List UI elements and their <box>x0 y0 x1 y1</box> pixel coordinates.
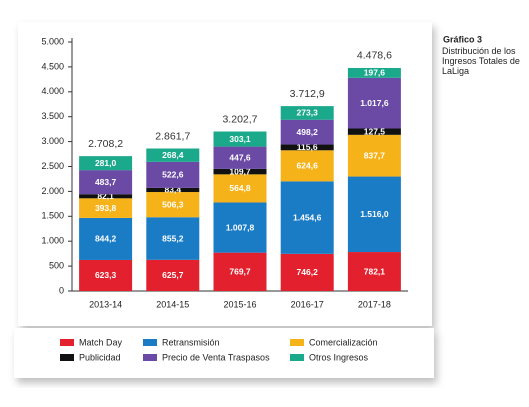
y-tick-label: 1.000 <box>41 236 64 246</box>
value-label: 837,7 <box>364 150 386 160</box>
bar-segment <box>146 192 200 218</box>
y-tick-label: 5.000 <box>41 36 64 46</box>
value-label: 625,7 <box>162 270 184 280</box>
x-tick-label: 2017-18 <box>358 299 391 309</box>
value-label: 623,3 <box>95 270 117 280</box>
bar-segment <box>146 187 200 193</box>
bar-segment <box>280 253 334 291</box>
legend-swatch <box>290 354 304 361</box>
bar-segment <box>347 134 401 177</box>
value-label: 82,1 <box>97 191 114 201</box>
bar-segment <box>79 217 133 260</box>
legend-label: Comercialización <box>309 337 378 347</box>
value-label: 624,6 <box>297 161 319 171</box>
value-label: 1.017,6 <box>360 98 389 108</box>
bar-segment <box>79 170 133 195</box>
bar-segment <box>347 176 401 253</box>
value-label: 844,2 <box>95 234 117 244</box>
bar-segment <box>79 156 133 171</box>
value-label: 273,3 <box>297 108 319 118</box>
value-label: 109,7 <box>229 166 251 176</box>
y-tick-label: 0 <box>59 285 64 295</box>
bar-segment <box>280 119 334 145</box>
legend-label: Retransmisión <box>162 337 220 347</box>
chart-title: Gráfico 3 <box>443 34 482 44</box>
legend-swatch <box>143 339 157 346</box>
value-label: 1.516,0 <box>360 209 389 219</box>
value-label: 268,4 <box>162 150 184 160</box>
total-label: 4.478,6 <box>357 50 392 62</box>
bar-segment <box>79 259 133 291</box>
value-label: 855,2 <box>162 233 184 243</box>
legend-swatch <box>60 354 74 361</box>
bar-segment <box>146 161 200 188</box>
bar-segment <box>280 106 334 120</box>
bar-segment <box>146 259 200 291</box>
value-label: 564,8 <box>229 183 251 193</box>
value-label: 782,1 <box>364 266 386 276</box>
bar-segment <box>146 217 200 260</box>
x-tick-label: 2014-15 <box>156 299 189 309</box>
y-tick-label: 2.000 <box>41 186 64 196</box>
bar-segment <box>280 150 334 182</box>
value-label: 1.007,8 <box>226 222 255 232</box>
bar-segment <box>347 77 401 129</box>
bar-segment <box>213 202 267 253</box>
bar-segment <box>213 146 267 169</box>
value-label: 1.454,6 <box>293 212 322 222</box>
bar-segment <box>213 174 267 203</box>
bar-segment <box>213 252 267 291</box>
value-label: 115,6 <box>297 142 318 152</box>
total-label: 3.712,9 <box>290 88 325 100</box>
y-tick-label: 3.000 <box>41 136 64 146</box>
bar-segment <box>280 144 334 151</box>
value-label: 303,1 <box>229 134 251 144</box>
y-tick-label: 4.000 <box>41 86 64 96</box>
value-label: 83,4 <box>165 185 182 195</box>
x-tick-label: 2015-16 <box>223 299 256 309</box>
total-label: 3.202,7 <box>222 113 257 125</box>
value-label: 281,0 <box>95 158 117 168</box>
bar-segment <box>347 252 401 291</box>
total-label: 2.861,7 <box>155 130 190 142</box>
subtitle-box: Distribución de los Ingresos Totales de … <box>442 46 520 76</box>
value-label: 483,7 <box>95 177 117 187</box>
value-label: 522,6 <box>162 170 184 180</box>
legend-label: Otros Ingresos <box>309 352 369 362</box>
value-label: 447,6 <box>229 152 251 162</box>
legend-swatch <box>143 354 157 361</box>
value-label: 197,6 <box>364 68 386 78</box>
legend-card <box>14 328 434 378</box>
value-label: 393,8 <box>95 203 117 213</box>
x-tick-label: 2013-14 <box>89 299 122 309</box>
bar-segment <box>146 148 200 162</box>
legend-swatch <box>60 339 74 346</box>
x-tick-label: 2016-17 <box>291 299 324 309</box>
bar-segment <box>213 168 267 175</box>
bar-segment <box>79 198 133 218</box>
legend-label: Match Day <box>79 337 123 347</box>
value-label: 746,2 <box>297 267 319 277</box>
y-tick-label: 4.500 <box>41 61 64 71</box>
legend-label: Precio de Venta Traspasos <box>162 352 270 362</box>
y-tick-label: 3.500 <box>41 111 64 121</box>
y-tick-label: 500 <box>49 260 64 270</box>
legend-label: Publicidad <box>79 352 121 362</box>
bar-segment <box>280 181 334 254</box>
bar-segment <box>213 131 267 147</box>
legend-swatch <box>290 339 304 346</box>
y-tick-label: 1.500 <box>41 211 64 221</box>
value-label: 769,7 <box>229 267 251 277</box>
value-label: 127,5 <box>364 126 386 136</box>
y-tick-label: 2.500 <box>41 161 64 171</box>
bar-segment <box>79 194 133 199</box>
chart-subtitle: Distribución de los Ingresos Totales de … <box>442 46 520 76</box>
value-label: 506,3 <box>162 199 184 209</box>
value-label: 498,2 <box>297 127 319 137</box>
bar-segment <box>347 128 401 135</box>
bar-segment <box>347 67 401 78</box>
total-label: 2.708,2 <box>88 138 123 150</box>
